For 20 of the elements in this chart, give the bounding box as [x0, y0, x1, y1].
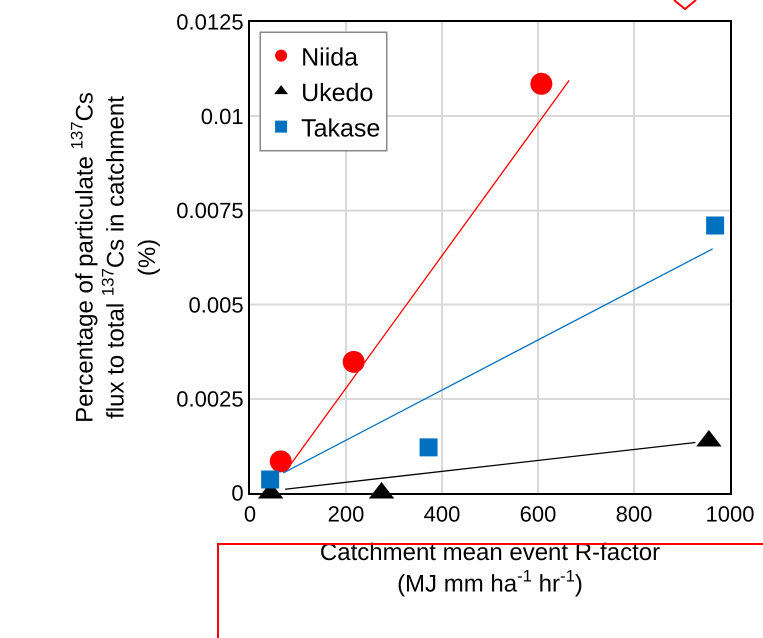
y-tick-label: 0.01 [200, 104, 244, 129]
point [261, 470, 280, 488]
legend-label: Niida [301, 43, 358, 72]
y-tick-label: 0.005 [188, 292, 244, 318]
point [706, 216, 724, 234]
point [420, 438, 438, 456]
legend-label: Takase [301, 114, 380, 142]
y-tick-label: 0.0125 [176, 10, 244, 35]
x-tick-label: 600 [520, 501, 556, 526]
point [342, 350, 365, 373]
y-tick-label: 0.0075 [176, 198, 244, 224]
legend-label: Ukedo [301, 78, 374, 107]
x-tick-label: 400 [424, 501, 460, 526]
y-tick-label: 0 [231, 480, 244, 506]
point [270, 450, 292, 472]
x-tick-label: 1000 [706, 501, 754, 526]
y-tick-label: 0.0025 [176, 386, 244, 412]
x-tick-label: 200 [328, 501, 364, 526]
point [530, 72, 552, 95]
x-tick-label: 800 [616, 501, 652, 526]
